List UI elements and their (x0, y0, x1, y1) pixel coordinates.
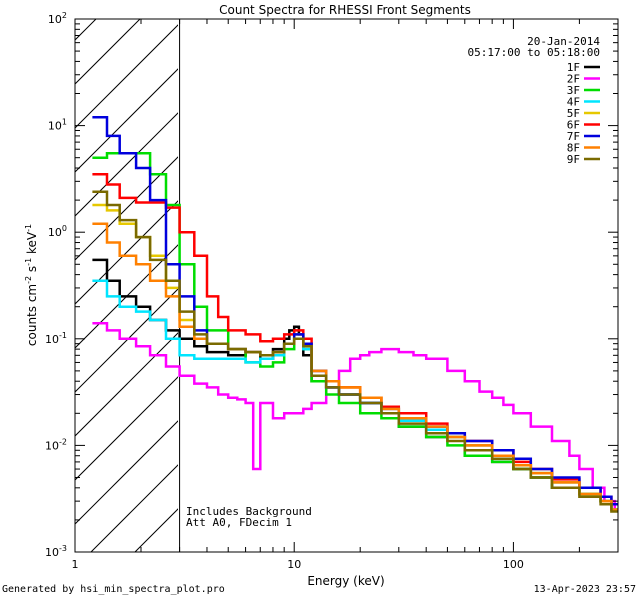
footer-generated-by: Generated by hsi_min_spectra_plot.pro (2, 584, 225, 595)
legend-date: 20-Jan-2014 (527, 35, 600, 48)
hatch-line (75, 200, 178, 305)
footer-timestamp: 13-Apr-2023 23:57 (533, 584, 636, 595)
y-tick-label: 101 (48, 118, 67, 133)
hatch-line (75, 24, 178, 129)
annotation-background: Includes Background (186, 505, 312, 518)
chart-title: Count Spectra for RHESSI Front Segments (219, 3, 471, 17)
y-tick-label: 10-3 (45, 544, 67, 559)
legend-label-6F: 6F (567, 119, 580, 132)
series-6F-line (92, 172, 618, 506)
hatch-line (75, 19, 141, 85)
series-2F-line (92, 321, 618, 511)
x-tick-label: 1 (72, 558, 79, 571)
y-label-exp-cm: -2 (24, 276, 33, 284)
legend-label-2F: 2F (567, 73, 580, 86)
y-label-kev: keV (25, 231, 39, 258)
legend-label-1F: 1F (567, 61, 580, 74)
series-7F-line (92, 115, 618, 506)
y-label-exp-s: -1 (24, 258, 33, 266)
annotation-attenuator: Att A0, FDecim 1 (186, 516, 292, 529)
hatch-line (75, 420, 178, 525)
y-label-s: s (25, 266, 39, 276)
legend-label-3F: 3F (567, 84, 580, 97)
series-5F-line (92, 203, 618, 511)
hatch-line (75, 156, 178, 261)
x-tick-label: 100 (503, 558, 524, 571)
series-9F-line (92, 190, 618, 513)
hatch-line (75, 376, 178, 481)
legend-label-4F: 4F (567, 96, 580, 109)
legend-label-5F: 5F (567, 107, 580, 120)
y-tick-label: 100 (48, 224, 67, 239)
legend-label-9F: 9F (567, 153, 580, 166)
svg-text:counts cm-2 s-1 keV-1: counts cm-2 s-1 keV-1 (24, 224, 39, 346)
hatched-excluded-region (0, 0, 178, 552)
plot-frame (74, 18, 619, 553)
hatch-line (75, 244, 178, 349)
legend-label-8F: 8F (567, 142, 580, 155)
axis-ticks: 1 10 100 10-3 10-2 10-1 100 101 102 (45, 11, 619, 571)
y-tick-label: 10-1 (45, 331, 67, 346)
hatch-line (90, 464, 178, 552)
hatch-line (75, 112, 178, 217)
y-label-exp-kev: -1 (24, 224, 33, 232)
y-tick-label: 102 (48, 11, 67, 26)
y-tick-label: 10-2 (45, 437, 67, 452)
y-axis-label: counts cm-2 s-1 keV-1 (24, 224, 39, 346)
legend-time-range: 05:17:00 to 05:18:00 (468, 46, 600, 59)
series-group (92, 115, 618, 513)
hatch-line (0, 0, 119, 552)
x-tick-label: 10 (287, 558, 301, 571)
legend-label-7F: 7F (567, 130, 580, 143)
hatch-line (134, 508, 178, 552)
hatch-line (75, 332, 178, 437)
y-label-counts: counts cm (25, 284, 39, 346)
x-axis-label: Energy (keV) (307, 574, 384, 588)
